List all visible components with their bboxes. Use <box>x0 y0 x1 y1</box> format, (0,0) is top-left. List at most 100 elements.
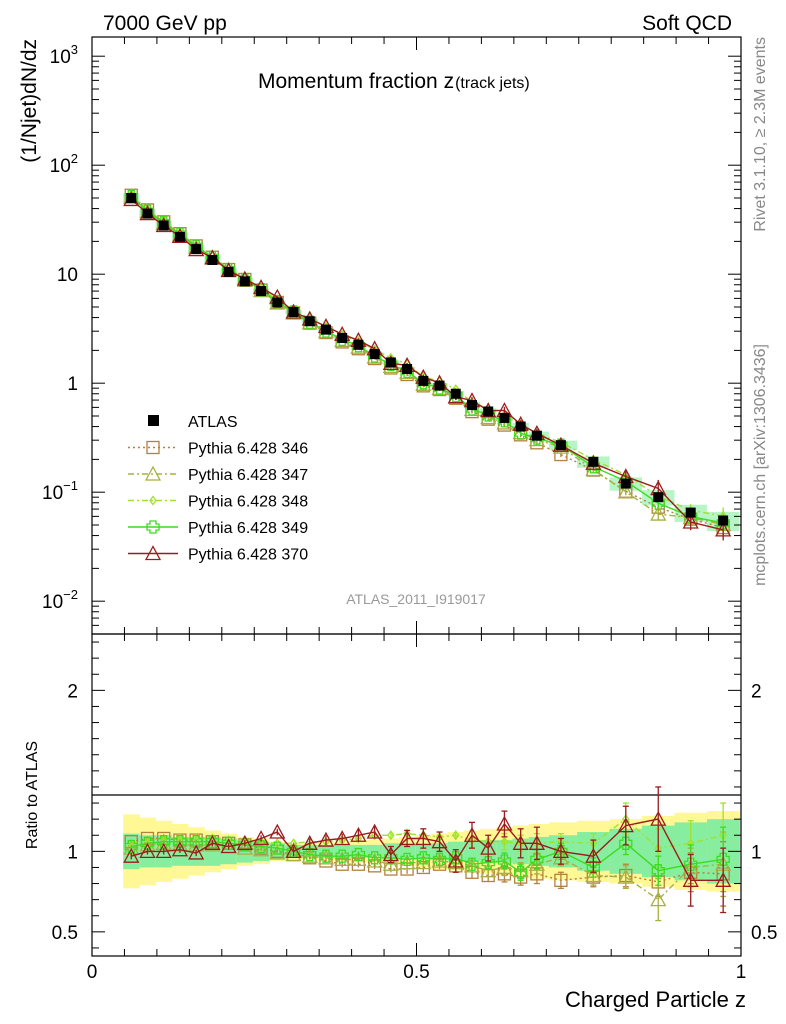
series-3-ratio-point <box>387 830 395 841</box>
main-y-tick-label-base: 10 <box>57 265 78 286</box>
atlas-data-point <box>369 349 380 360</box>
ratio-band-inner <box>398 843 416 860</box>
legend-label-atlas: ATLAS <box>188 414 238 431</box>
main-y-tick-label: 1 <box>67 374 78 395</box>
x-axis-label: Charged Particle z <box>565 987 746 1012</box>
ratio-band-inner <box>496 840 514 863</box>
ratio-y-tick-label-left: 2 <box>67 681 78 702</box>
legend-label-series-2: Pythia 6.428 347 <box>188 467 308 484</box>
atlas-data-point <box>142 208 153 219</box>
series-1-ratio-point <box>554 873 568 887</box>
series-3-ratio-point <box>500 836 509 847</box>
plot-title: Momentum fraction z(track jets) <box>258 70 530 93</box>
series-4-ratio-point <box>189 835 203 849</box>
main-y-tick-label-base: 10 <box>42 483 63 504</box>
atlas-data-point <box>653 492 664 503</box>
atlas-data-point <box>718 515 729 526</box>
series-2-ratio-point <box>431 852 448 868</box>
series-4-ratio-point <box>303 847 317 862</box>
series-4-ratio-point <box>124 839 138 854</box>
atlas-data-point <box>620 478 631 489</box>
series-4-ratio-point <box>716 852 730 867</box>
rivet-version-label: Rivet 3.1.10, ≥ 2.3M events <box>752 37 769 232</box>
x-tick-label: 1 <box>736 962 747 983</box>
atlas-data-point <box>466 400 477 411</box>
series-4-ratio-point <box>205 835 220 849</box>
series-5-ratio-point <box>317 831 335 847</box>
series-4-ratio-point <box>157 835 171 849</box>
main-y-tick-label-exponent: 2 <box>71 151 78 166</box>
mcplots-label: mcplots.cern.ch [arXiv:1306.3436] <box>752 344 769 586</box>
series-5-ratio-point <box>236 834 253 850</box>
legend-marker-series-2 <box>144 465 162 481</box>
series-5-ratio-point <box>334 830 351 846</box>
plot-title-main: Momentum fraction z <box>258 70 454 93</box>
header-process: Soft QCD <box>642 12 732 35</box>
atlas-data-point <box>126 193 137 204</box>
series-2-ratio-point <box>463 857 481 873</box>
header-energy: 7000 GeV pp <box>103 12 227 35</box>
series-4-ratio-point <box>586 860 601 875</box>
atlas-data-point <box>588 456 599 467</box>
series-4-ratio-point <box>432 852 447 867</box>
series-5-ratio-point <box>682 871 699 887</box>
ratio-y-tick-label-right: 0.5 <box>751 923 777 944</box>
main-y-tick-label-base: 10 <box>42 592 63 613</box>
series-5-ratio-point <box>552 842 569 858</box>
ratio-series-layer <box>123 786 732 922</box>
series-5-ratio-point <box>220 838 237 854</box>
series-2-ratio-point <box>317 849 335 865</box>
series-5-ratio-point <box>123 847 140 863</box>
main-y-tick-label: 103 <box>50 42 78 68</box>
y-axis-label: (1/Njet)dN/dz <box>18 39 41 163</box>
main-y-tick-label-base: 10 <box>50 47 71 68</box>
ratio-band-inner <box>334 844 351 858</box>
series-5-ratio-point <box>171 841 189 857</box>
legend-label-series-4: Pythia 6.428 349 <box>188 520 308 537</box>
atlas-data-points <box>126 193 729 526</box>
series-2-ratio-point <box>617 868 634 884</box>
series-4-ratio-point <box>514 865 528 879</box>
analysis-watermark: ATLAS_2011_I919017 <box>346 591 486 607</box>
series-4-ratio-point <box>530 852 544 867</box>
series-5-ratio-point <box>480 839 497 855</box>
series-5-ratio-point <box>204 834 221 850</box>
legend-label-series-1: Pythia 6.428 346 <box>188 441 308 458</box>
main-y-tick-label-exponent: −1 <box>63 478 78 493</box>
series-4-ratio-point <box>351 847 366 862</box>
series-4-ratio-point <box>497 854 512 868</box>
series-5-ratio-line <box>131 818 724 881</box>
x-tick-labels: 0 0.5 1 <box>87 962 747 983</box>
ratio-y-tick-label-right: 1 <box>751 842 762 863</box>
atlas-data-point <box>402 363 413 374</box>
series-4-ratio-point <box>400 852 414 867</box>
series-3-ratio-point <box>451 830 460 841</box>
atlas-data-point <box>418 375 429 386</box>
series-5-ratio-point <box>585 847 602 863</box>
series-3-ratio-point <box>354 833 363 844</box>
atlas-data-point <box>337 332 348 343</box>
main-y-tick-label-base: 10 <box>50 156 71 177</box>
series-5-ratio-point <box>617 817 634 833</box>
atlas-data-point <box>515 421 526 432</box>
legend-marker-series-3 <box>149 495 157 506</box>
series-5-ratio-point <box>350 826 367 842</box>
series-5-ratio-point <box>188 844 205 860</box>
series-4-ratio-point <box>367 851 382 865</box>
atlas-data-point <box>272 297 283 308</box>
main-panel-frame <box>91 36 742 635</box>
ratio-axis-ticks <box>91 634 742 956</box>
atlas-data-point <box>450 388 461 399</box>
atlas-data-point <box>304 316 315 327</box>
series-4-ratio-point <box>619 836 633 850</box>
series-5-ratio-point <box>269 823 286 839</box>
series-5-ratio-point <box>447 852 464 868</box>
atlas-data-point <box>555 440 566 451</box>
atlas-data-point <box>223 266 234 277</box>
legend-marker-series-5 <box>144 545 162 561</box>
series-4-ratio-point <box>684 857 698 871</box>
atlas-data-point <box>385 357 396 368</box>
atlas-data-point <box>174 231 185 242</box>
